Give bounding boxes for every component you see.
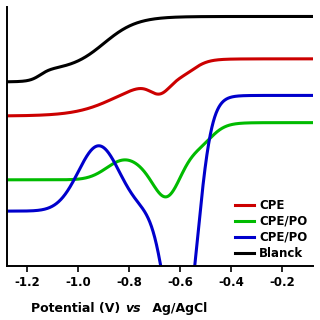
Legend: CPE, CPE/PO, CPE/PO, Blanck: CPE, CPE/PO, CPE/PO, Blanck [235, 199, 307, 260]
Text: vs: vs [125, 302, 141, 315]
Text: Ag/AgCl: Ag/AgCl [148, 302, 207, 315]
Text: Potential (V): Potential (V) [31, 302, 125, 315]
